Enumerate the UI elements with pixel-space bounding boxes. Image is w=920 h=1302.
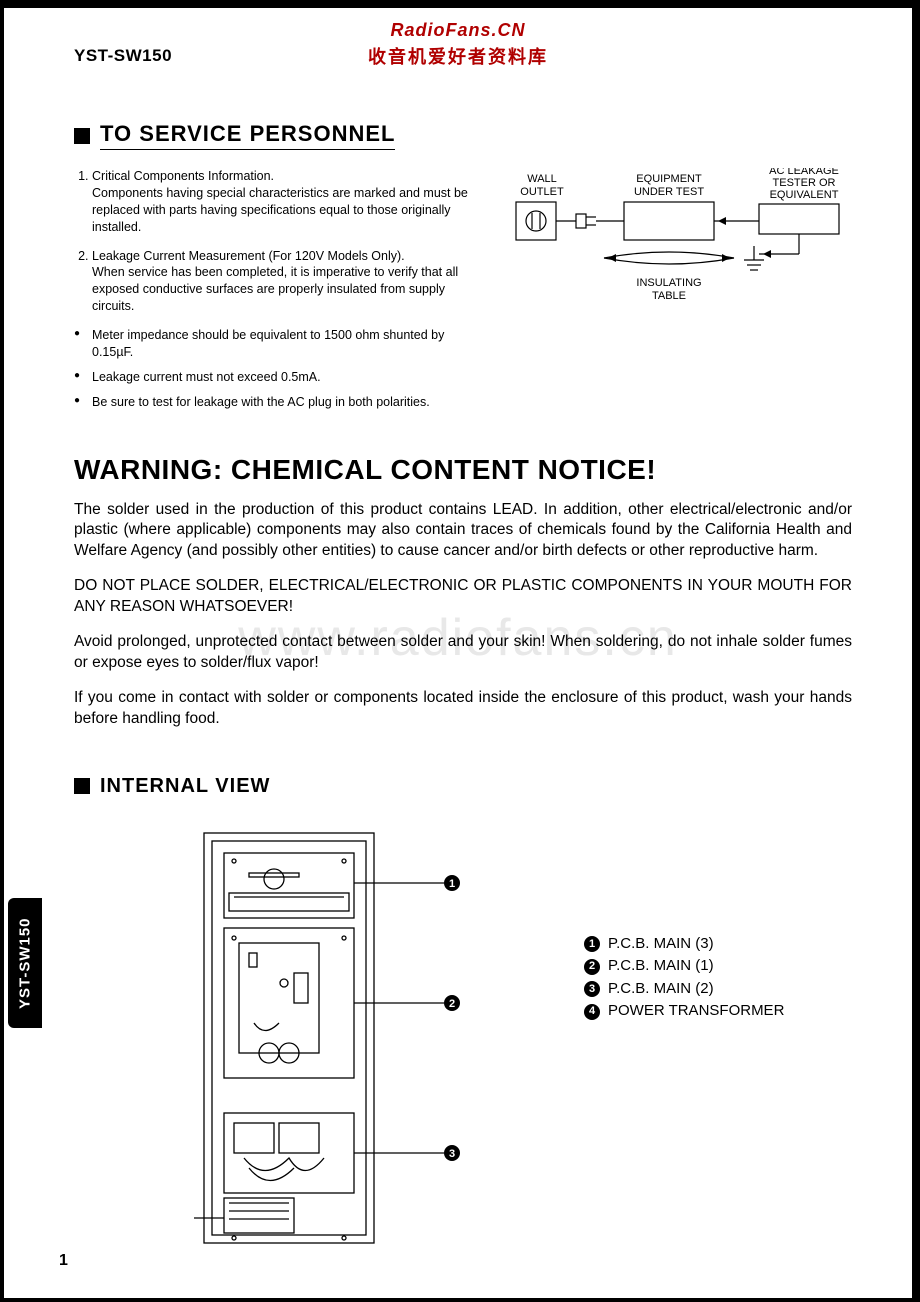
legend-row: 2 P.C.B. MAIN (1) xyxy=(584,955,784,978)
leakage-diagram: WALL OUTLET EQUIPMENT UNDER TEST xyxy=(504,168,844,328)
callout-2: 2 xyxy=(449,998,455,1010)
diagram-label-undertest: UNDER TEST xyxy=(634,186,704,198)
service-left-col: Critical Components Information. Compone… xyxy=(74,168,474,419)
square-bullet-icon xyxy=(74,128,90,144)
legend-row: 1 P.C.B. MAIN (3) xyxy=(584,933,784,956)
diagram-label-wall: WALL xyxy=(527,173,557,185)
warning-p2: DO NOT PLACE SOLDER, ELECTRICAL/ELECTRON… xyxy=(74,576,852,618)
service-bullet: Be sure to test for leakage with the AC … xyxy=(74,394,474,411)
legend-row: 4 POWER TRANSFORMER xyxy=(584,1000,784,1023)
page-number: 1 xyxy=(59,1252,68,1270)
warning-title: WARNING: CHEMICAL CONTENT NOTICE! xyxy=(74,454,852,486)
service-bullet: Meter impedance should be equivalent to … xyxy=(74,327,474,361)
warning-p1: The solder used in the production of thi… xyxy=(74,500,852,563)
legend-label: P.C.B. MAIN (1) xyxy=(608,955,714,978)
legend-label: P.C.B. MAIN (3) xyxy=(608,933,714,956)
service-item-title: Leakage Current Measurement (For 120V Mo… xyxy=(92,249,405,263)
service-item: Leakage Current Measurement (For 120V Mo… xyxy=(92,248,474,316)
service-right-col: WALL OUTLET EQUIPMENT UNDER TEST xyxy=(504,168,852,333)
callout-3: 3 xyxy=(449,1148,455,1160)
diagram-label-insulating: INSULATING xyxy=(636,277,701,289)
legend-num-icon: 2 xyxy=(584,959,600,975)
service-heading-text: TO SERVICE PERSONNEL xyxy=(100,121,395,150)
legend-label: POWER TRANSFORMER xyxy=(608,1000,784,1023)
diagram-label-outlet: OUTLET xyxy=(520,186,564,198)
service-bullet: Leakage current must not exceed 0.5mA. xyxy=(74,369,474,386)
internal-heading-text: INTERNAL VIEW xyxy=(100,775,270,798)
warning-body: The solder used in the production of thi… xyxy=(74,500,852,730)
model-header: YST-SW150 xyxy=(74,46,852,66)
internal-view-section: 1 2 3 4 1 P.C.B. MAIN (3) 2 P.C.B. MAIN … xyxy=(74,823,852,1258)
diagram-label-equiv: EQUIVALENT xyxy=(770,189,839,201)
page: RadioFans.CN 收音机爱好者资料库 YST-SW150 TO SERV… xyxy=(0,0,920,1302)
legend-row: 3 P.C.B. MAIN (2) xyxy=(584,978,784,1001)
internal-legend: 1 P.C.B. MAIN (3) 2 P.C.B. MAIN (1) 3 P.… xyxy=(584,933,784,1023)
warning-p4: If you come in contact with solder or co… xyxy=(74,688,852,730)
warning-p3: Avoid prolonged, unprotected contact bet… xyxy=(74,632,852,674)
service-two-col: Critical Components Information. Compone… xyxy=(74,168,852,419)
service-bullets: Meter impedance should be equivalent to … xyxy=(74,327,474,411)
watermark-line1: RadioFans.CN xyxy=(4,20,912,41)
diagram-label-tester: TESTER OR xyxy=(773,177,836,189)
service-item-body: When service has been completed, it is i… xyxy=(92,265,458,313)
square-bullet-icon xyxy=(74,778,90,794)
service-heading: TO SERVICE PERSONNEL xyxy=(74,121,852,150)
diagram-label-table: TABLE xyxy=(652,290,686,302)
callout-1: 1 xyxy=(449,878,455,890)
service-item: Critical Components Information. Compone… xyxy=(92,168,474,236)
diagram-label-equipment: EQUIPMENT xyxy=(636,173,702,185)
legend-num-icon: 4 xyxy=(584,1004,600,1020)
service-item-body: Components having special characteristic… xyxy=(92,186,468,234)
legend-label: P.C.B. MAIN (2) xyxy=(608,978,714,1001)
service-ordered-list: Critical Components Information. Compone… xyxy=(74,168,474,315)
service-item-title: Critical Components Information. xyxy=(92,169,274,183)
diagram-label-acleak: AC LEAKAGE xyxy=(769,168,839,177)
legend-num-icon: 3 xyxy=(584,981,600,997)
internal-heading: INTERNAL VIEW xyxy=(74,775,852,798)
side-model-tab: YST-SW150 xyxy=(8,898,42,1028)
legend-num-icon: 1 xyxy=(584,936,600,952)
internal-view-diagram: 1 2 3 4 xyxy=(194,823,494,1253)
internal-svg-wrap: 1 2 3 4 xyxy=(194,823,494,1258)
